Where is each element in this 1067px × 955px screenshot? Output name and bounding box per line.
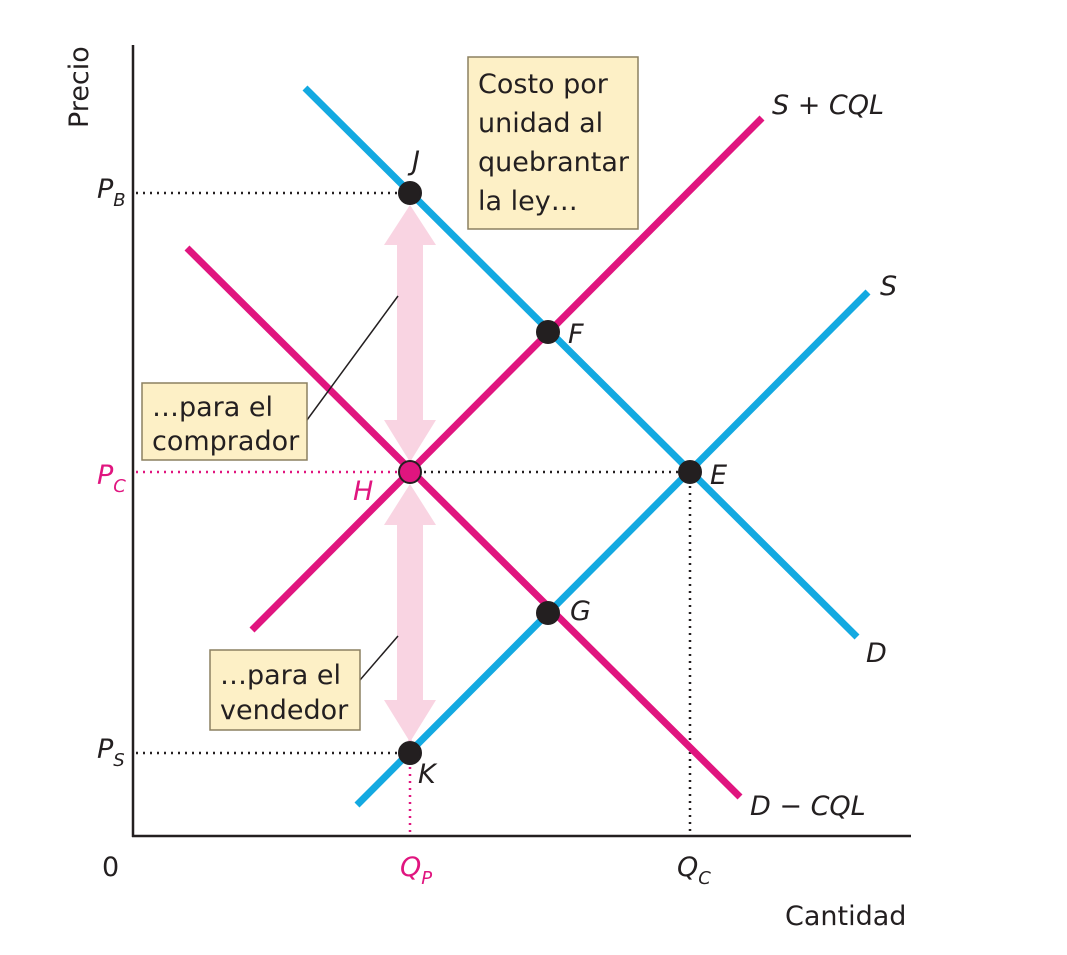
point-label: G [570, 596, 591, 627]
point [398, 460, 422, 484]
demand-curve [302, 85, 860, 640]
annotation-line: comprador [152, 426, 300, 457]
point [398, 181, 422, 205]
annotation-line: Costo por [478, 69, 609, 100]
point [398, 741, 422, 765]
quantity-label: QC [677, 852, 711, 889]
y-axis-label: Precio [64, 46, 95, 128]
price-label: PC [97, 460, 126, 497]
cost-annotation: Costo por unidad al quebrantar la ley… [478, 69, 630, 217]
label-main: P [97, 460, 114, 491]
point-label: F [568, 319, 584, 350]
curve-label: D [866, 638, 887, 669]
buyer-arrow [384, 205, 436, 462]
annotation-line: unidad al [478, 108, 603, 139]
point [678, 460, 702, 484]
annotation-box [141, 382, 308, 461]
curve-label: S [880, 271, 897, 302]
label-sub: S [113, 750, 124, 771]
arrows [384, 205, 436, 742]
point [536, 601, 560, 625]
points [398, 181, 702, 765]
label-main: P [97, 734, 114, 765]
annotation-box [209, 649, 361, 731]
label-sub: P [421, 868, 432, 889]
label-main: Q [677, 852, 698, 883]
quantity-label: QP [400, 852, 432, 889]
annotation-line: la ley… [478, 186, 578, 217]
supply-curve [354, 289, 871, 808]
price-label: PS [97, 734, 125, 771]
annotation-line: …para el [152, 392, 273, 423]
label-sub: C [698, 868, 711, 889]
label-sub: B [113, 190, 125, 211]
origin-label: 0 [102, 852, 119, 883]
supply-plus-cost-curve [249, 115, 765, 633]
point-label: E [710, 460, 727, 491]
point-label: J [407, 146, 420, 177]
annotation-line: quebrantar [478, 147, 630, 178]
curve-label: D − CQL [750, 791, 866, 822]
seller-arrow [384, 484, 436, 742]
curve-label: S + CQL [772, 90, 884, 121]
leader-line [306, 295, 399, 421]
annotation-line: …para el [220, 660, 341, 691]
leader-line [359, 635, 399, 681]
point-label: H [353, 476, 373, 507]
annotation-box [467, 56, 639, 230]
curves [184, 85, 871, 808]
x-axis-label: Cantidad [785, 901, 906, 932]
point-label: K [418, 759, 438, 790]
annotation-line: vendedor [220, 695, 349, 726]
label-main: P [97, 174, 114, 205]
point [536, 320, 560, 344]
label-sub: C [113, 476, 126, 497]
seller-annotation: …para el vendedor [220, 660, 349, 726]
price-label: PB [97, 174, 126, 211]
label-main: Q [400, 852, 421, 883]
demand-minus-cost-curve [184, 245, 743, 800]
